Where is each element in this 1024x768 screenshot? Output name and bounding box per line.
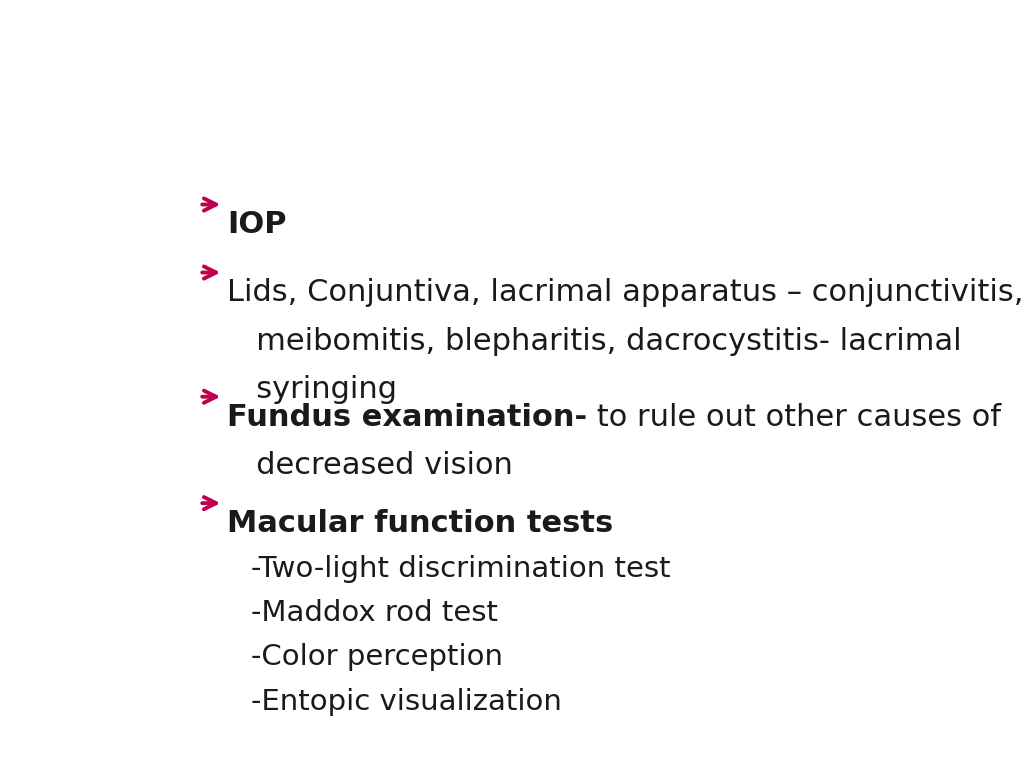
Text: Macular function tests: Macular function tests [227, 509, 613, 538]
Text: meibomitis, blepharitis, dacrocystitis- lacrimal: meibomitis, blepharitis, dacrocystitis- … [227, 327, 962, 356]
Text: syringing: syringing [227, 376, 397, 405]
Text: IOP: IOP [227, 210, 287, 240]
Text: -Maddox rod test: -Maddox rod test [251, 599, 498, 627]
Text: -Two-light discrimination test: -Two-light discrimination test [251, 554, 671, 583]
Text: -Entopic visualization: -Entopic visualization [251, 687, 562, 716]
Text: Fundus examination-: Fundus examination- [227, 402, 588, 432]
Text: -Color perception: -Color perception [251, 644, 503, 671]
Text: Lids, Conjuntiva, lacrimal apparatus – conjunctivitis,: Lids, Conjuntiva, lacrimal apparatus – c… [227, 279, 1024, 307]
Text: to rule out other causes of: to rule out other causes of [588, 402, 1001, 432]
Text: decreased vision: decreased vision [227, 451, 513, 480]
